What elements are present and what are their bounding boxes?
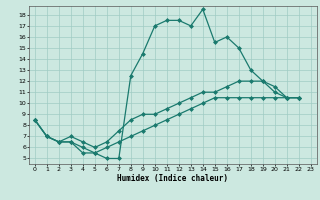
X-axis label: Humidex (Indice chaleur): Humidex (Indice chaleur) [117, 174, 228, 183]
